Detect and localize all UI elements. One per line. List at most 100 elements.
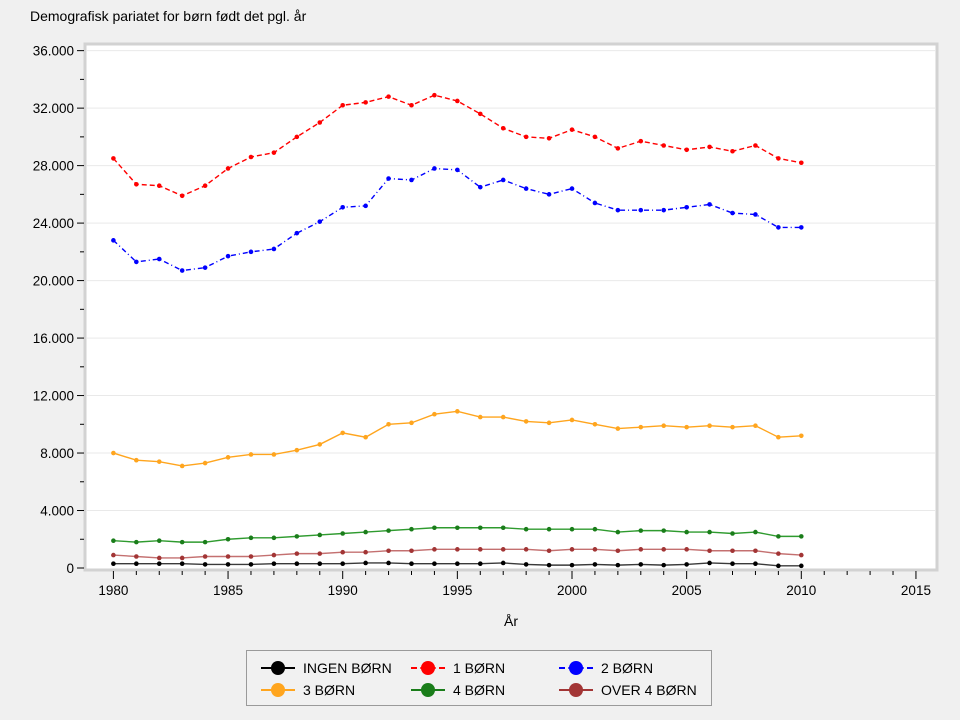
data-point <box>386 94 391 99</box>
x-tick-label: 2000 <box>557 583 587 598</box>
data-point <box>432 166 437 171</box>
data-point <box>156 555 162 561</box>
data-point <box>179 561 185 566</box>
x-tick-label: 2015 <box>901 583 931 598</box>
data-point <box>271 561 277 566</box>
data-point <box>179 463 185 469</box>
y-tick-label: 32.000 <box>33 101 74 116</box>
chart-canvas: 0 4.000 8.000 12.000 16.000 20.000 24.000 28.00… <box>33 42 939 598</box>
data-point <box>523 526 529 532</box>
data-point <box>638 547 644 552</box>
data-point <box>776 156 781 161</box>
y-tick-label: 24.000 <box>33 216 74 231</box>
data-point <box>317 532 323 538</box>
data-point <box>730 210 735 216</box>
data-point <box>225 554 231 559</box>
legend-label: INGEN BØRN <box>303 660 392 676</box>
legend-item: 3 BØRN <box>261 682 411 698</box>
data-point <box>638 424 644 430</box>
data-point <box>455 561 460 566</box>
legend-label: OVER 4 BØRN <box>601 682 697 698</box>
data-point <box>799 552 804 558</box>
data-point <box>638 562 644 567</box>
x-tick-label: 2010 <box>786 583 816 598</box>
data-point <box>248 535 254 541</box>
data-point <box>225 536 231 542</box>
data-point <box>455 98 460 104</box>
data-point <box>661 143 667 148</box>
data-point <box>202 183 208 189</box>
x-tick-label: 1995 <box>442 583 472 598</box>
data-point <box>340 561 346 566</box>
data-point <box>294 447 300 453</box>
data-point <box>134 259 139 265</box>
data-point <box>776 434 781 440</box>
data-point <box>409 177 414 183</box>
data-point <box>707 144 712 150</box>
data-point <box>684 424 689 430</box>
data-point <box>799 534 804 539</box>
data-point <box>730 531 735 536</box>
data-point <box>730 548 735 554</box>
data-point <box>363 434 368 440</box>
data-point <box>592 526 598 532</box>
data-point <box>569 127 575 132</box>
data-point <box>340 204 346 210</box>
data-point <box>753 548 758 554</box>
legend-label: 4 BØRN <box>453 682 506 698</box>
data-point <box>477 561 483 566</box>
data-point <box>386 560 391 566</box>
data-point <box>500 525 506 531</box>
data-point <box>707 548 712 554</box>
data-point <box>432 92 437 98</box>
data-point <box>202 539 208 545</box>
data-point <box>500 547 506 552</box>
data-point <box>386 548 391 554</box>
y-tick-label: 20.000 <box>33 274 74 289</box>
data-point <box>546 420 552 426</box>
data-point <box>432 561 437 566</box>
data-point <box>248 154 254 160</box>
x-tick-label: 1980 <box>98 583 128 598</box>
data-point <box>340 549 346 555</box>
data-point <box>248 562 254 567</box>
data-point <box>202 265 208 270</box>
data-point <box>111 156 116 161</box>
data-point <box>225 253 231 259</box>
y-tick-label: 0 <box>66 561 74 576</box>
data-point <box>202 460 208 466</box>
data-point <box>432 525 437 531</box>
y-tick-label: 36.000 <box>33 44 74 59</box>
data-point <box>386 176 391 181</box>
data-point <box>477 547 483 552</box>
data-point <box>592 421 598 427</box>
data-point <box>523 186 529 191</box>
data-point <box>363 100 368 105</box>
data-point <box>271 246 277 252</box>
data-point <box>523 562 529 567</box>
data-point <box>271 535 277 541</box>
data-point <box>661 547 667 552</box>
data-point <box>248 554 254 559</box>
data-point <box>363 529 368 535</box>
data-point <box>546 526 552 532</box>
data-point <box>363 549 368 555</box>
data-point <box>615 146 621 151</box>
data-point <box>271 552 277 558</box>
data-point <box>477 525 483 531</box>
legend-marker-icon <box>559 661 593 675</box>
data-point <box>592 562 598 567</box>
data-point <box>684 547 689 552</box>
data-point <box>500 560 506 566</box>
data-point <box>592 547 598 552</box>
data-point <box>340 531 346 536</box>
y-tick-label: 16.000 <box>33 331 74 346</box>
data-point <box>134 181 139 187</box>
legend-label: 2 BØRN <box>601 660 654 676</box>
data-point <box>455 167 460 173</box>
data-point <box>477 184 483 190</box>
data-point <box>386 528 391 533</box>
data-point <box>753 561 758 566</box>
legend-item: INGEN BØRN <box>261 660 411 676</box>
data-point <box>569 526 575 532</box>
